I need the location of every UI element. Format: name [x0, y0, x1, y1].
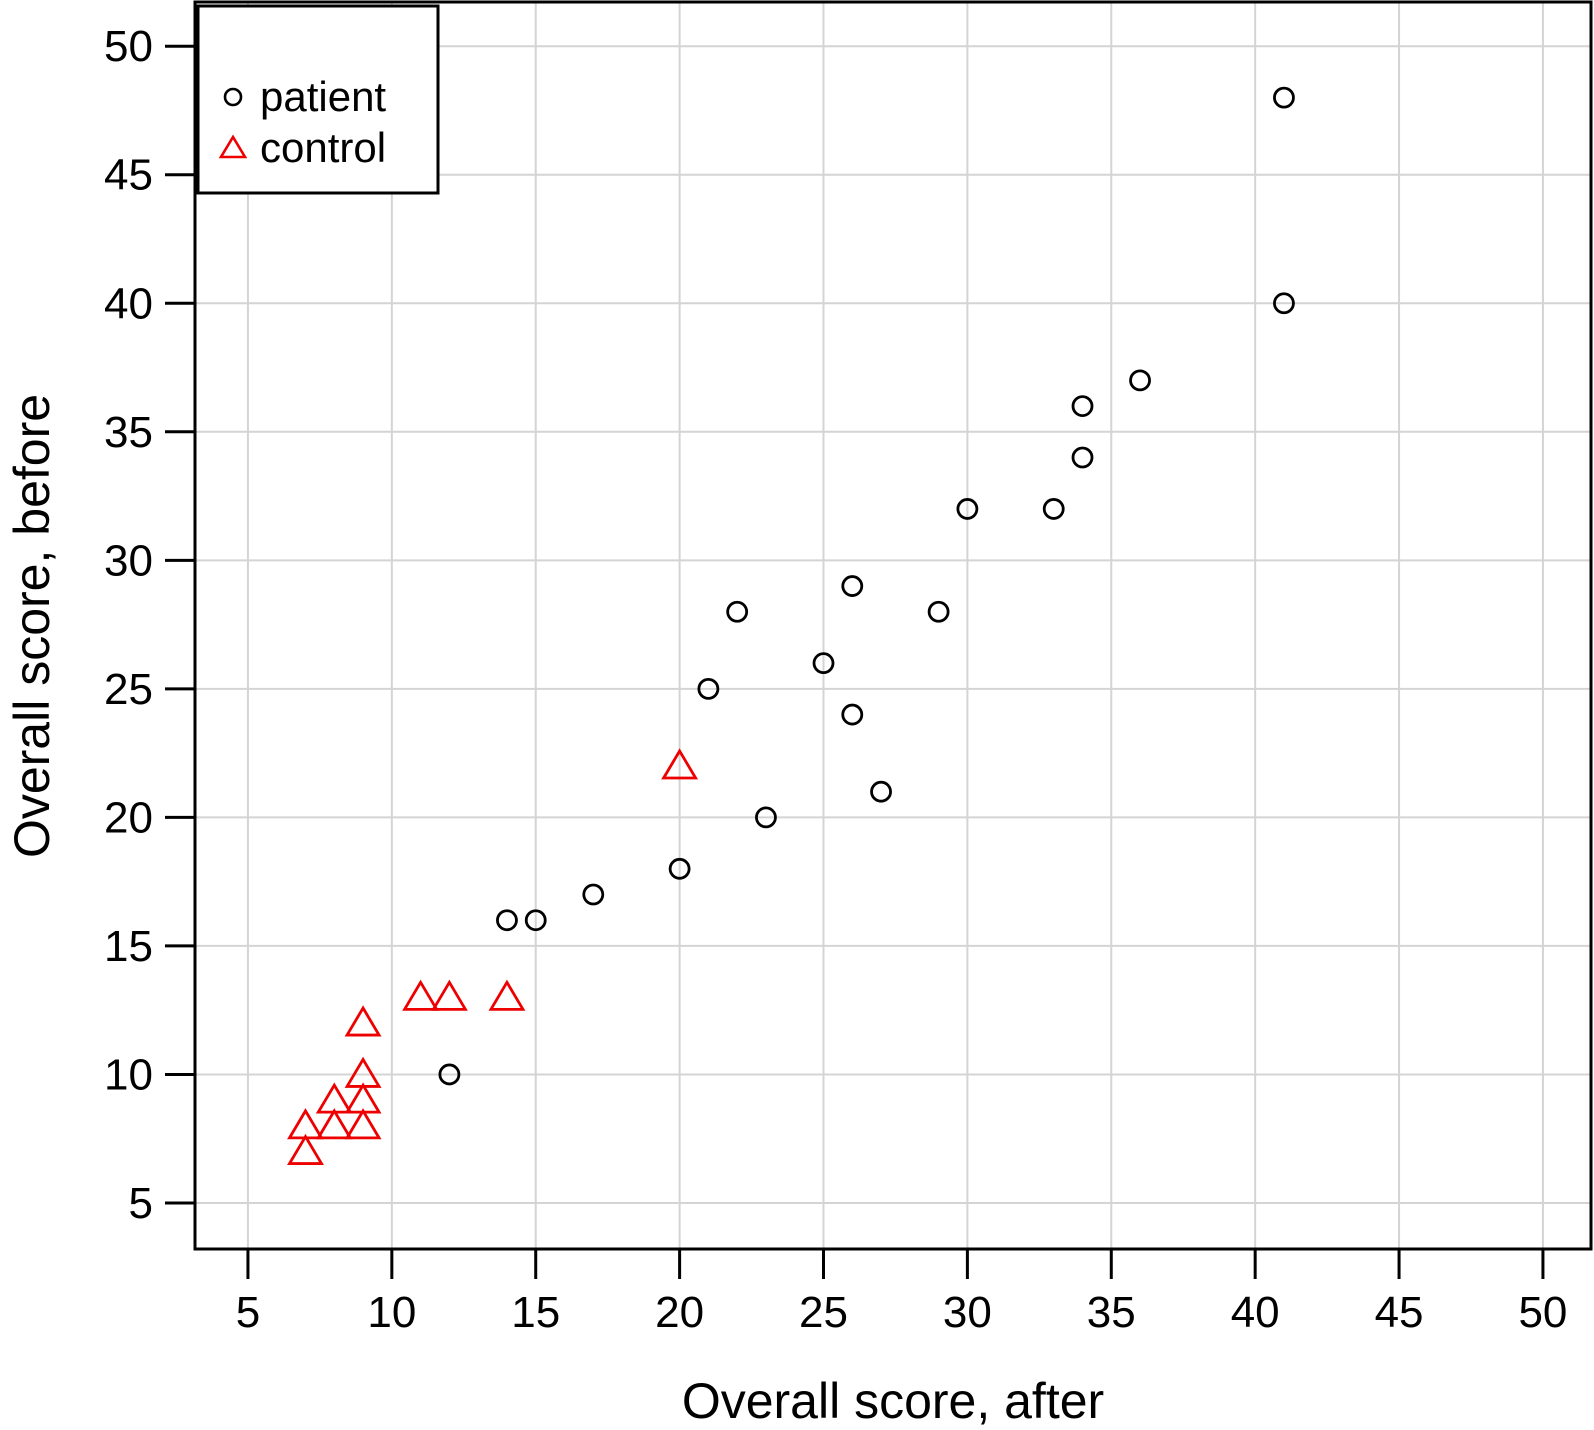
patient-point — [870, 780, 892, 803]
x-tick-label: 50 — [1518, 1288, 1567, 1337]
control-point — [344, 1056, 382, 1088]
x-tick-label: 25 — [799, 1288, 848, 1337]
control-point — [430, 979, 468, 1011]
patient-point — [524, 909, 547, 932]
x-tick-label: 15 — [511, 1288, 560, 1337]
y-tick-label: 35 — [104, 408, 153, 457]
y-axis-title-wrap: Overall score, before — [0, 2, 64, 1249]
patient-point — [841, 575, 864, 597]
legend-label-patient: patient — [260, 73, 386, 120]
patient-point — [1071, 446, 1094, 469]
control-point — [402, 979, 440, 1011]
patient-point — [927, 600, 950, 623]
y-tick-label: 50 — [104, 22, 153, 71]
x-tick-label: 30 — [943, 1288, 992, 1337]
patient-point — [668, 857, 691, 880]
plot-border — [193, 0, 1593, 1251]
patient-point — [1071, 395, 1094, 417]
y-tick-label: 40 — [104, 279, 153, 328]
control-marker-icon — [218, 134, 248, 159]
y-tick-label: 5 — [129, 1179, 153, 1228]
x-axis-title: Overall score, after — [681, 1373, 1105, 1429]
legend-box — [196, 4, 440, 195]
x-tick-label: 10 — [367, 1288, 416, 1337]
control-point — [287, 1133, 324, 1165]
control-point — [488, 979, 526, 1011]
control-point — [344, 1005, 382, 1037]
patient-point — [697, 677, 720, 700]
y-tick-label: 30 — [104, 536, 153, 585]
patient-marker-icon — [223, 87, 243, 107]
patient-point — [812, 652, 835, 675]
control-point — [661, 748, 699, 780]
y-tick-label: 25 — [104, 665, 153, 714]
control-point — [344, 1108, 382, 1140]
control-point — [287, 1108, 324, 1140]
y-tick-label: 10 — [104, 1050, 153, 1099]
legend-label-control: control — [260, 124, 386, 171]
y-tick-label: 20 — [104, 793, 153, 842]
control-point — [344, 1082, 382, 1114]
patient-point — [755, 806, 777, 829]
patient-point — [496, 909, 518, 932]
y-tick-label: 15 — [104, 922, 153, 971]
x-tick-label: 20 — [655, 1288, 704, 1337]
patient-point — [726, 600, 749, 623]
patient-point — [1129, 369, 1151, 392]
patient-point — [841, 703, 864, 726]
x-tick-label: 35 — [1087, 1288, 1136, 1337]
patient-point — [438, 1063, 461, 1086]
x-tick-label: 45 — [1375, 1288, 1424, 1337]
patient-point — [1042, 498, 1065, 520]
y-axis-title: Overall score, before — [4, 393, 60, 858]
patient-point — [1273, 292, 1295, 315]
patient-point — [956, 498, 979, 520]
patient-point — [1273, 86, 1295, 109]
x-tick-label: 5 — [236, 1288, 260, 1337]
control-point — [315, 1108, 353, 1140]
y-tick-label: 45 — [104, 151, 153, 200]
x-tick-label: 40 — [1231, 1288, 1280, 1337]
control-point — [315, 1082, 353, 1114]
patient-point — [582, 883, 605, 906]
